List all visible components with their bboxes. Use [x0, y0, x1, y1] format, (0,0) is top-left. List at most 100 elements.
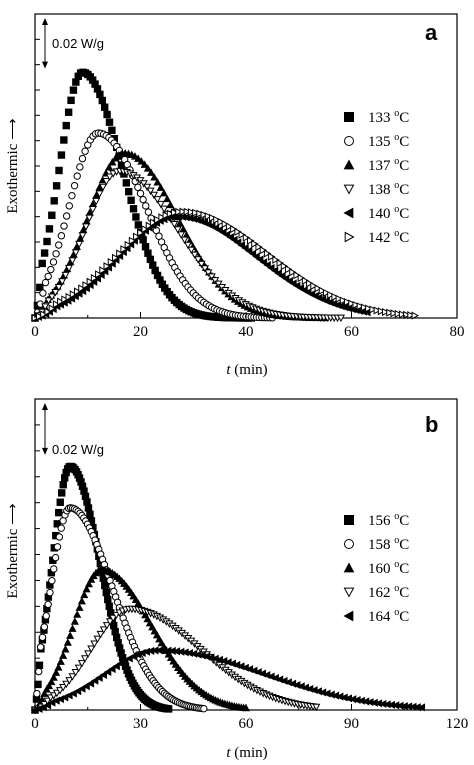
x-tick-label-a-3: 60	[344, 324, 359, 340]
data-point-a-138	[173, 226, 182, 234]
data-point-a-137	[134, 154, 143, 162]
data-point-a-142	[234, 227, 242, 236]
data-point-a-138	[81, 223, 91, 231]
data-point-b-156	[56, 498, 64, 506]
data-point-a-133	[64, 108, 73, 116]
data-point-a-142	[390, 309, 398, 318]
data-point-a-138	[153, 196, 162, 204]
data-point-a-133	[55, 166, 63, 175]
data-point-a-133	[57, 151, 66, 159]
data-point-b-160	[42, 685, 51, 693]
data-point-a-142	[107, 257, 116, 267]
data-point-b-158	[46, 588, 54, 597]
data-point-a-133	[125, 187, 133, 196]
data-point-a-135	[52, 250, 60, 258]
data-point-b-160	[68, 624, 77, 632]
data-point-a-142	[73, 287, 82, 296]
data-point-b-158	[38, 633, 47, 642]
data-point-a-140	[241, 243, 249, 253]
data-point-b-162	[96, 630, 105, 639]
data-point-a-142	[369, 305, 377, 314]
data-point-a-142	[403, 310, 411, 319]
x-tick-label-a-0: 0	[31, 324, 39, 340]
data-point-b-156	[102, 588, 110, 597]
data-point-a-138	[105, 173, 114, 181]
data-point-a-142	[192, 208, 200, 217]
data-point-a-137	[153, 178, 162, 186]
data-point-b-162	[62, 680, 71, 689]
data-point-a-138	[64, 264, 74, 273]
legend-label-a-135: 135 oC	[368, 132, 409, 150]
x-tick-label-b-4: 120	[446, 716, 469, 732]
data-point-b-158	[36, 643, 45, 651]
data-point-b-156	[101, 581, 109, 590]
data-point-a-142	[352, 300, 360, 310]
data-point-a-133	[141, 242, 150, 251]
data-point-a-140	[274, 269, 282, 278]
data-point-a-133	[60, 136, 68, 144]
data-point-b-164	[43, 701, 52, 710]
data-point-b-164	[69, 689, 77, 698]
data-point-a-133	[103, 110, 111, 119]
data-point-a-138	[54, 283, 63, 292]
data-point-a-140	[233, 238, 242, 247]
legend-marker-b-162	[343, 587, 355, 598]
data-point-a-142	[314, 284, 322, 293]
data-point-a-138	[71, 249, 80, 257]
data-point-a-142	[225, 222, 234, 231]
x-axis-title-b: t (min)	[226, 745, 267, 761]
data-point-b-156	[53, 520, 61, 528]
data-point-a-138	[98, 183, 108, 192]
data-point-a-142	[238, 230, 247, 239]
data-point-a-135	[81, 147, 89, 155]
y-axis-title-b: Exothermic ⟶	[5, 503, 21, 598]
legend-marker-a-138	[343, 184, 355, 195]
data-point-b-164	[108, 665, 116, 674]
data-point-a-137	[159, 188, 168, 197]
data-point-a-142	[82, 281, 90, 290]
data-point-b-160	[80, 590, 89, 599]
data-point-b-160	[75, 603, 84, 611]
data-point-a-133	[69, 86, 78, 94]
data-point-a-138	[58, 278, 67, 286]
legend-label-a-138: 138 oC	[368, 180, 409, 198]
data-point-a-135	[39, 289, 47, 297]
data-point-b-156	[83, 498, 91, 506]
data-point-a-140	[267, 263, 275, 272]
data-point-a-138	[183, 241, 193, 250]
data-point-a-142	[276, 259, 285, 268]
data-point-a-133	[144, 249, 152, 257]
data-point-a-133	[105, 118, 114, 126]
data-point-b-158	[53, 543, 62, 551]
data-point-a-137	[163, 194, 172, 203]
data-point-a-135	[65, 202, 73, 210]
data-point-a-133	[36, 283, 44, 292]
data-point-a-140	[226, 233, 234, 242]
data-point-a-137	[137, 157, 146, 165]
panel-b: 0 30 60 90 120 b 0.02 W/g Exothermic ⟶ t (mi…	[5, 398, 469, 761]
data-point-b-158	[51, 553, 60, 562]
data-point-b-160	[77, 596, 86, 605]
legend-label-b-160: 160 oC	[368, 559, 409, 577]
curves-a	[30, 68, 420, 323]
data-point-a-137	[108, 157, 117, 166]
data-point-a-135	[73, 172, 81, 180]
data-point-a-142	[318, 286, 327, 295]
data-point-a-142	[247, 236, 255, 245]
legend-label-a-142: 142 oC	[368, 228, 409, 246]
data-point-a-138	[75, 240, 84, 249]
data-point-a-140	[237, 241, 245, 250]
series-b-160	[30, 565, 251, 714]
data-point-a-142	[90, 274, 99, 283]
data-point-a-135	[139, 195, 147, 204]
data-point-a-142	[377, 307, 386, 316]
data-point-a-142	[116, 249, 124, 258]
data-point-a-135	[49, 258, 58, 266]
panel-label-b: b	[425, 412, 438, 437]
data-point-b-160	[66, 631, 75, 639]
data-point-b-162	[65, 677, 74, 685]
data-point-b-160	[49, 673, 58, 681]
data-point-b-158	[40, 623, 49, 631]
data-point-b-162	[90, 640, 99, 649]
data-point-a-142	[335, 294, 344, 303]
